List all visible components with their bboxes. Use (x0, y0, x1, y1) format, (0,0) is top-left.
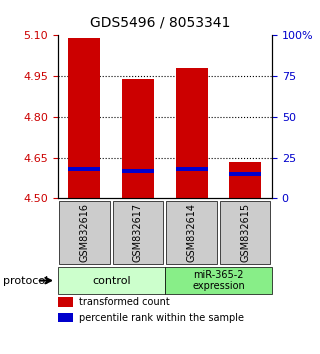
Bar (122, 79, 154, 198)
Text: GDS5496 / 8053341: GDS5496 / 8053341 (90, 16, 230, 30)
Text: GSM832615: GSM832615 (240, 203, 250, 262)
Bar (229, 162, 261, 198)
Bar (113, 201, 163, 264)
Bar (220, 201, 270, 264)
Bar (166, 201, 217, 264)
Bar (58, 313, 73, 322)
Text: GSM832616: GSM832616 (79, 203, 89, 262)
Text: GSM832614: GSM832614 (187, 203, 196, 262)
Text: miR-365-2
expression: miR-365-2 expression (192, 270, 245, 291)
Bar (175, 167, 208, 171)
Text: protocol: protocol (3, 275, 48, 286)
Bar (122, 169, 154, 173)
Bar (59, 201, 109, 264)
Text: control: control (92, 275, 131, 286)
Bar (175, 68, 208, 198)
Bar (68, 167, 100, 171)
Bar (58, 267, 165, 294)
Bar (165, 267, 272, 294)
Bar (58, 297, 73, 307)
Text: transformed count: transformed count (79, 297, 170, 307)
Text: GSM832617: GSM832617 (133, 203, 143, 262)
Text: percentile rank within the sample: percentile rank within the sample (79, 313, 244, 323)
Bar (68, 38, 100, 198)
Bar (229, 172, 261, 176)
